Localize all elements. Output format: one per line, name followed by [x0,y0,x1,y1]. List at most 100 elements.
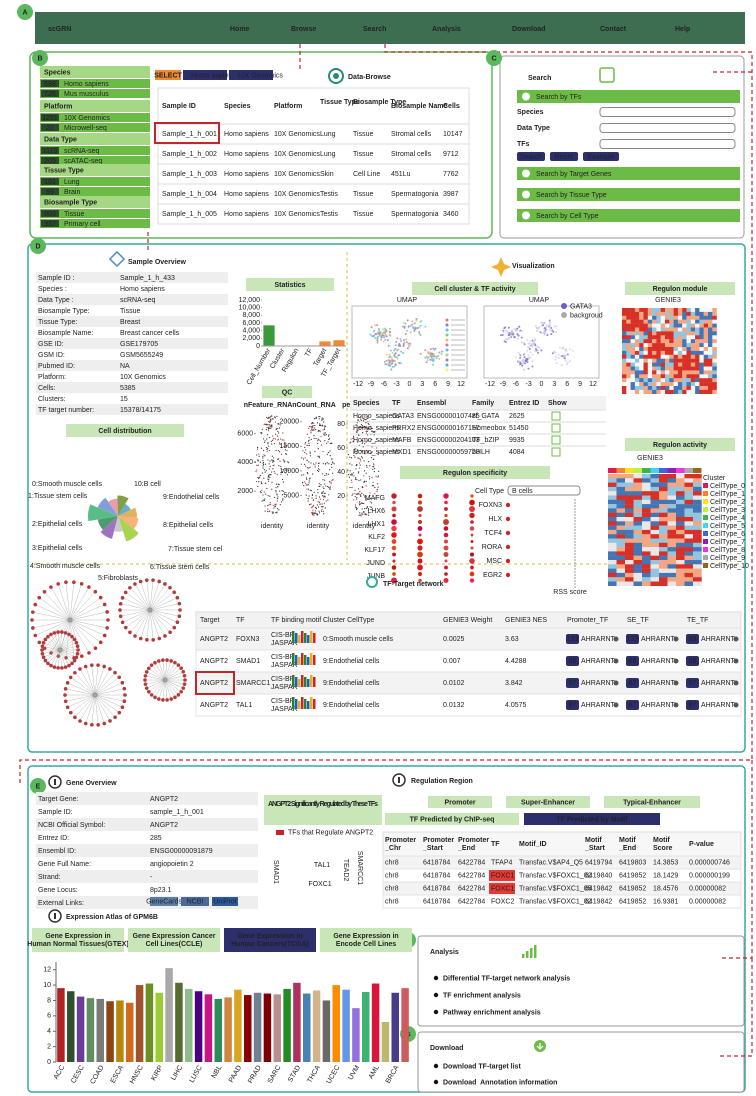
search-option[interactable] [517,167,740,180]
umap-point [411,323,414,326]
info-icon[interactable] [733,658,739,664]
qc-point [270,471,273,473]
info-icon[interactable] [733,702,739,708]
tab[interactable] [320,928,412,952]
heatmap-cell [633,577,643,582]
qc-point [283,461,285,463]
table-link[interactable]: CIS-BP [271,676,295,683]
tab[interactable] [604,796,700,808]
table-link[interactable]: CIS-BP [271,632,295,639]
nav-link[interactable]: Analysis [432,26,461,33]
filter-item[interactable] [40,209,150,218]
tab[interactable] [506,796,590,808]
show-checkbox[interactable] [551,447,561,457]
filter-item[interactable] [40,219,150,228]
filter-item[interactable] [40,187,150,196]
filter-item[interactable] [40,177,150,186]
nav-link[interactable]: Browse [291,26,316,33]
input[interactable] [599,107,736,117]
search-option[interactable] [517,209,740,222]
filter-item[interactable] [40,123,150,132]
tab[interactable] [428,796,492,808]
filter-item[interactable] [40,79,150,88]
select[interactable] [507,485,581,496]
heatmap-cell [633,525,643,531]
button[interactable] [550,152,578,161]
umap-point [519,363,522,366]
nav-link[interactable]: Help [675,26,690,33]
filter-item[interactable] [40,89,150,98]
table-link[interactable]: JASPAR [271,684,298,691]
rose-petal [114,516,123,532]
table-cell: Tissue [353,191,373,198]
info-icon[interactable] [673,636,679,642]
node [98,640,103,645]
show-checkbox[interactable] [551,411,561,421]
heatmap-cell [630,335,636,340]
show-checkbox[interactable] [551,435,561,445]
show-checkbox[interactable] [551,423,561,433]
download-item[interactable]: Download TF-target list [443,1063,521,1070]
table-header: Ensembl [417,400,446,407]
external-link[interactable] [212,897,238,906]
button[interactable] [517,152,545,161]
qc-point [327,485,329,488]
info-icon[interactable] [613,680,619,686]
umap-point [394,344,397,347]
download-item[interactable]: Download Annotation information [443,1079,557,1086]
nav-link[interactable]: Contact [600,26,627,33]
icon [534,945,537,958]
table-link[interactable]: ANGPT2 [200,636,228,643]
qc-point [261,472,264,474]
nav-link[interactable]: Search [363,26,386,33]
external-link[interactable] [181,897,209,906]
qc-point [281,490,283,492]
heatmap-cell [608,564,617,569]
qc-point [325,472,327,475]
info-icon[interactable] [613,702,619,708]
filter-item[interactable] [40,146,150,155]
count-badge [41,210,59,217]
table-link[interactable]: ANGPT2 [200,658,228,665]
table-link[interactable]: JASPAR [271,662,298,669]
tab[interactable] [385,813,519,825]
tab[interactable] [224,928,316,952]
nav-link[interactable]: Download [512,26,545,33]
input[interactable] [599,139,736,149]
table-link[interactable]: CIS-BP [271,698,295,705]
arrow [19,44,753,785]
info-icon[interactable] [673,680,679,686]
qc-point [272,435,274,437]
qc-point [282,499,284,501]
info-icon[interactable] [673,702,679,708]
analysis-item[interactable]: TF enrichment analysis [443,992,521,999]
table-link[interactable]: ANGPT2 [200,702,228,709]
tab[interactable] [32,928,124,952]
info-icon[interactable] [733,680,739,686]
input[interactable] [599,123,736,133]
filter-item[interactable] [40,156,150,165]
table-link[interactable]: ANGPT2 [200,680,228,687]
filter-item[interactable] [40,113,150,122]
info-icon[interactable] [733,636,739,642]
info-icon[interactable] [673,658,679,664]
search-option[interactable] [517,188,740,201]
filter-count: 598 [44,81,56,88]
tab[interactable] [128,928,220,952]
search-option[interactable] [517,90,740,103]
heatmap-cell [708,331,713,336]
analysis-item[interactable]: Pathway enrichment analysis [443,1009,541,1016]
tab[interactable] [524,813,660,825]
qc-point [354,452,356,454]
table-link[interactable]: CIS-BP [271,654,295,661]
heatmap-cell [630,382,636,387]
table-link[interactable]: JASPAR [271,640,298,647]
table-link[interactable]: JASPAR [271,706,298,713]
nav-link[interactable]: Home [230,26,250,33]
info-icon[interactable] [613,636,619,642]
table-cell: ENSG00000204103 [417,437,480,444]
external-link[interactable] [150,897,178,906]
info-icon[interactable] [613,658,619,664]
button[interactable] [583,152,619,161]
analysis-item[interactable]: Differential TF-target network analysis [443,975,570,982]
